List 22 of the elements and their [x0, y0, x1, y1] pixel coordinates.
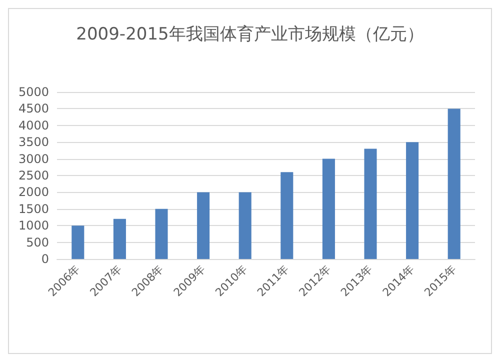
y-tick-label: 1500: [18, 202, 49, 216]
bar: [280, 172, 294, 259]
bar: [155, 208, 168, 259]
y-tick-label: 4000: [18, 118, 49, 132]
y-tick-label: 3000: [18, 152, 49, 166]
y-tick-label: 2500: [18, 168, 49, 182]
y-tick-label: 2000: [18, 185, 49, 200]
bar: [238, 192, 252, 259]
y-tick-label: 5000: [18, 85, 49, 99]
bar: [406, 142, 419, 259]
y-tick-label: 0: [41, 252, 49, 266]
y-tick-label: 1000: [18, 218, 49, 233]
y-tick-label: 500: [26, 235, 49, 250]
bar: [364, 148, 377, 259]
chart-title: 2009-2015年我国体育产业市场规模（亿元）: [76, 24, 424, 44]
y-tick-label: 4500: [18, 102, 49, 116]
bar: [322, 158, 335, 259]
bar: [113, 218, 126, 259]
bar: [72, 226, 84, 259]
bar: [448, 108, 460, 259]
bar: [197, 192, 210, 259]
y-tick-label: 3500: [18, 135, 49, 150]
